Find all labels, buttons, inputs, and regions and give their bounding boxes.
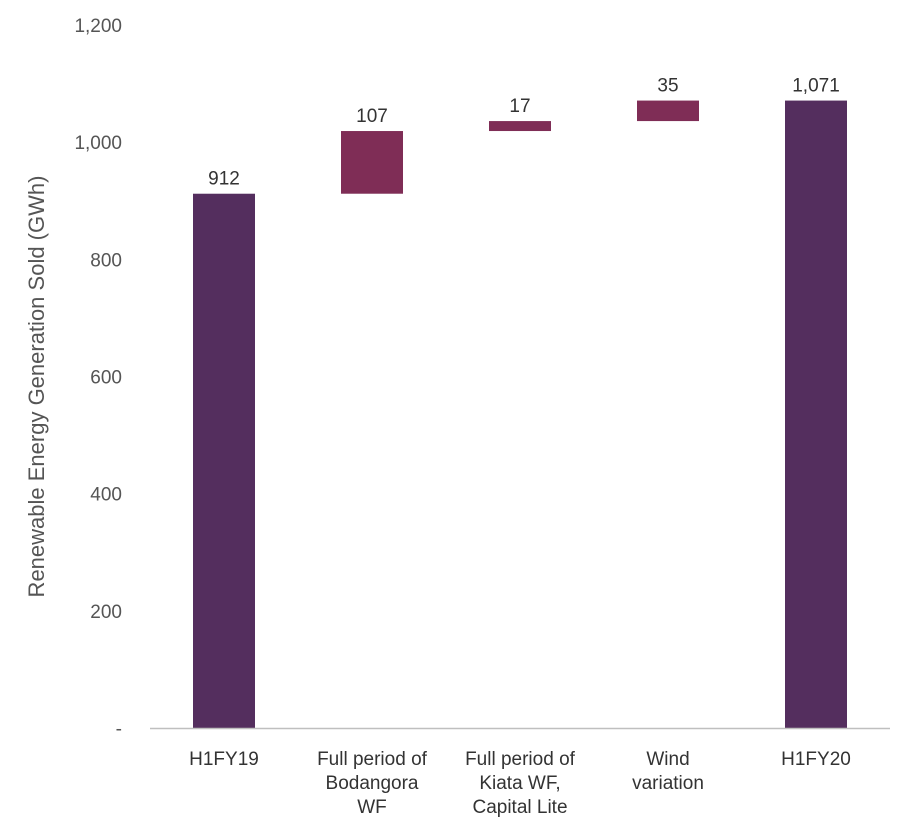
x-tick-label: Wind xyxy=(646,749,689,770)
data-label: 17 xyxy=(509,96,530,117)
y-tick-label: 1,200 xyxy=(74,16,122,37)
x-tick-label: Capital Lite xyxy=(472,797,567,818)
data-label: 35 xyxy=(657,76,678,97)
x-tick-label: Full period of xyxy=(317,749,428,770)
x-tick-label: H1FY19 xyxy=(189,749,259,770)
y-tick-label: - xyxy=(116,719,122,740)
bars xyxy=(193,100,847,729)
y-tick-label: 1,000 xyxy=(74,133,122,154)
data-label: 1,071 xyxy=(792,76,840,97)
total-bar xyxy=(785,100,847,728)
y-axis-title-group: Renewable Energy Generation Sold (GWh) xyxy=(24,176,49,598)
data-label: 912 xyxy=(208,169,240,190)
y-axis-title: Renewable Energy Generation Sold (GWh) xyxy=(24,176,49,598)
y-tick-label: 600 xyxy=(90,368,122,389)
x-tick-label: H1FY20 xyxy=(781,749,851,770)
category-labels: H1FY19 Full period of Bodangora WF Full peri… xyxy=(189,749,851,818)
total-bar xyxy=(193,193,255,729)
increase-bar xyxy=(489,121,551,132)
y-axis-ticks: - 200 400 600 800 1,000 1,200 xyxy=(74,16,122,740)
increase-bar xyxy=(637,100,699,122)
x-tick-label: WF xyxy=(357,797,387,818)
x-tick-label: variation xyxy=(632,773,704,794)
increase-bar xyxy=(341,131,403,194)
value-labels: 912 107 17 35 1,071 xyxy=(208,76,840,190)
x-tick-label: Bodangora xyxy=(326,773,419,794)
y-tick-label: 200 xyxy=(90,602,122,623)
y-tick-label: 400 xyxy=(90,485,122,506)
x-tick-label: Kiata WF, xyxy=(479,773,560,794)
x-tick-label: Full period of xyxy=(465,749,576,770)
data-label: 107 xyxy=(356,106,388,127)
y-tick-label: 800 xyxy=(90,250,122,271)
